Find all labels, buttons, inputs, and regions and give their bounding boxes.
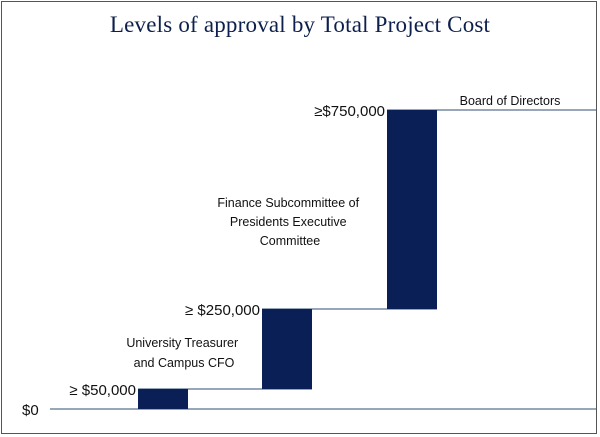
threshold-label-50000: ≥ $50,000 [69, 382, 136, 399]
bar-board-of-directors [387, 110, 437, 309]
chart-title: Levels of approval by Total Project Cost [109, 12, 491, 37]
category-label-line: Presidents Executive [230, 215, 347, 229]
category-label-line: Finance Subcommittee of [217, 196, 359, 210]
category-label-treasurer-cfo: University Treasurer and Campus CFO [126, 336, 241, 370]
category-label-line: and Campus CFO [134, 356, 235, 370]
bar-treasurer-cfo [138, 389, 188, 409]
threshold-label-0: $0 [22, 402, 39, 419]
category-label-line: University Treasurer [126, 336, 238, 350]
bar-finance-subcommittee [262, 309, 312, 389]
category-label-board-of-directors: Board of Directors [460, 94, 561, 108]
threshold-label-250000: ≥ $250,000 [185, 302, 260, 319]
category-label-line: Committee [260, 234, 320, 248]
category-label-line: Board of Directors [460, 94, 561, 108]
category-label-finance-subcommittee: Finance Subcommittee of Presidents Execu… [217, 196, 362, 248]
threshold-label-750000: ≥$750,000 [314, 103, 385, 120]
